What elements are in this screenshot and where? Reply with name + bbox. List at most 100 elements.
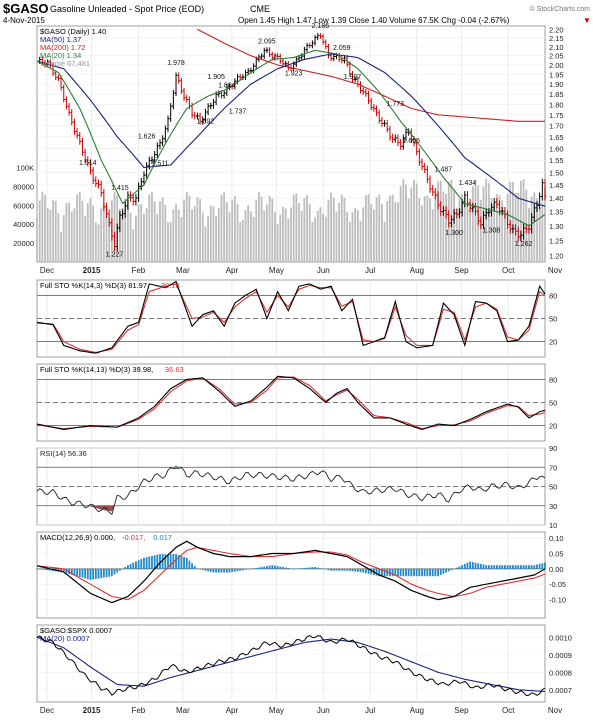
macd-histogram-bar [84,568,87,579]
volume-bar [298,203,300,262]
macd-histogram-bar [447,568,450,572]
volume-bar [44,194,46,262]
volume-bar [105,207,108,262]
price-axis-tick-label: 2.10 [549,43,564,52]
macd-histogram-bar [332,568,335,571]
volume-bar [538,206,541,262]
rsi-pane-axis-tick-label: 90 [549,444,557,453]
date-label: 4-Nov-2015 [3,16,45,25]
volume-bar [493,202,496,262]
volume-bar [185,191,188,262]
volume-bar [52,200,54,262]
x-tick-label: Sep [454,706,469,715]
price-annotation: 1.626 [138,133,156,140]
volume-bar [129,212,132,262]
legend-entry: 0.017 [153,533,172,542]
macd-histogram-bar [520,565,522,569]
volume-bar [199,199,201,262]
volume-bar [145,207,148,262]
macd-histogram-bar [284,567,287,569]
quote-line: Open 1.45 High 1.47 Low 1.39 Close 1.40 … [238,16,510,25]
macd-histogram-bar [129,563,132,569]
macd-histogram-bar [148,556,151,569]
macd-histogram-bar [493,565,496,569]
price-annotation: 1.308 [483,228,501,235]
sto-k-line [36,280,546,354]
macd-histogram-bar [415,568,418,577]
volume-bar [292,194,295,262]
volume-bar [528,207,530,262]
price-axis-tick-label: 1.65 [549,133,564,142]
volume-bar [108,217,111,262]
sto-k-line [36,375,546,430]
macd-histogram-bar [503,565,506,569]
macd-histogram-bar [450,568,453,571]
volume-bar [362,207,365,262]
macd-histogram-bar [327,568,330,571]
macd-histogram-bar [354,568,357,572]
macd-histogram-bar [386,568,389,577]
volume-bar [501,200,504,262]
macd-histogram-bar [370,568,373,575]
sto-d-line [36,283,546,353]
macd-pane-axis-tick-label: 0.00 [549,565,564,574]
volume-axis-tick-label: 20000 [13,239,34,248]
macd-histogram-bar [268,565,271,569]
macd-histogram-bar [375,568,378,576]
volume-bar [364,195,367,262]
volume-bar [522,179,525,262]
macd-histogram-bar [169,554,172,569]
macd-histogram-bar [514,565,517,569]
macd-histogram-bar [391,568,394,577]
legend-entry: Volume 67,481 [40,59,90,68]
price-annotation: 1.511 [151,161,168,168]
x-tick-label: May [269,266,284,275]
volume-bar [348,221,351,262]
volume-bar [135,215,137,262]
volume-bar [209,205,212,262]
volume-bar [306,195,308,262]
macd-histogram-bar [233,568,236,572]
volume-bar [268,195,271,262]
volume-bar [153,201,156,262]
macd-histogram-bar [437,568,439,577]
macd-histogram-bar [159,554,161,569]
macd-histogram-bar [413,568,415,577]
volume-bar [36,217,38,262]
macd-histogram-bar [407,568,410,577]
macd-histogram-bar [244,568,247,570]
volume-bar [263,210,266,262]
volume-bar [442,191,445,262]
legend-entry: RSI(14) 56.36 [40,449,87,458]
macd-histogram-bar [522,565,525,569]
volume-bar [455,207,458,262]
macd-histogram-bar [487,565,490,569]
macd-histogram-bar [191,563,193,569]
macd-histogram-bar [201,568,204,571]
rsi-pane-axis-tick-label: 70 [549,463,557,472]
macd-histogram-bar [359,568,362,573]
price-axis-tick-label: 1.20 [549,252,564,261]
sto-slow-pane: 80 50 20 Full STO %K(14,13) %D(3) 39.98, 36.… [36,363,557,442]
macd-histogram-bar [485,565,488,569]
rsi-oversold-fill [90,505,94,508]
macd-histogram-bar [196,568,199,570]
price-annotation: 1.907 [344,74,362,81]
volume-bar [466,204,469,262]
volume-bar [70,211,73,262]
macd-histogram-bar [453,568,455,570]
rsi-pane: 90 70 50 30 10 RSI(14) 56.36 [36,444,557,530]
x-tick-label: Jul [365,706,375,715]
volume-bar [102,202,105,262]
legend-entry: 36.63 [165,365,184,374]
macd-histogram-bar [110,568,113,577]
price-axis-tick-label: 2.05 [549,52,564,61]
macd-pane: 0.10 0.05 0.00 -0.05 -0.10 MACD(12,26,9) 0.00… [36,531,566,619]
price-axis-tick-label: 1.50 [549,168,564,177]
volume-bar [290,207,292,262]
macd-histogram-bar [279,566,282,569]
volume-bar [169,222,172,262]
volume-bar [399,185,402,262]
x-tick-label: Mar [176,706,190,715]
